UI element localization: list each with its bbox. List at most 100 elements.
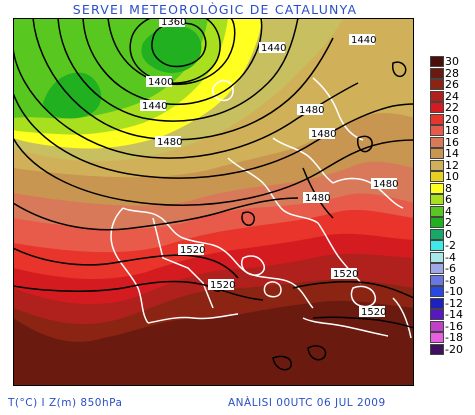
legend-label: 30 <box>445 55 459 68</box>
legend-entry: -2 <box>430 239 474 252</box>
map-frame <box>13 18 414 386</box>
legend-swatch <box>430 274 444 286</box>
legend-label: 10 <box>445 170 459 183</box>
svg-text:1440: 1440 <box>351 35 376 46</box>
contour-label-1520-b: 1520 <box>208 279 235 291</box>
legend-entry: -20 <box>430 343 474 356</box>
legend-swatch <box>430 102 444 113</box>
svg-text:1360: 1360 <box>161 18 186 28</box>
legend-label: 8 <box>445 181 452 195</box>
legend-label: -16 <box>445 319 463 333</box>
legend-swatch <box>430 263 444 274</box>
legend-entry: 28 <box>430 66 474 80</box>
legend-label: 28 <box>445 66 459 80</box>
legend-swatch <box>430 309 444 320</box>
legend-swatch <box>430 228 444 240</box>
legend-entry: -10 <box>430 285 474 298</box>
svg-text:1520: 1520 <box>333 269 358 280</box>
legend-entry: 18 <box>430 124 474 137</box>
page-title: SERVEI METEOROLÒGIC DE CATALUNYA <box>72 2 358 17</box>
legend-label: 0 <box>445 227 452 241</box>
legend-swatch <box>430 297 444 309</box>
svg-text:1480: 1480 <box>311 129 336 140</box>
svg-text:1440: 1440 <box>261 43 286 54</box>
temperature-geopotential-map: 1360 1400 1440 1440 1440 1480 1480 1480 … <box>13 18 414 386</box>
legend-entry: 24 <box>430 89 474 103</box>
legend-swatch <box>430 205 444 217</box>
contour-label-1480-c: 1480 <box>309 128 336 140</box>
legend-entry: 6 <box>430 193 474 206</box>
legend-label: -4 <box>445 250 456 264</box>
legend-entry: -6 <box>430 262 474 275</box>
legend-label: 16 <box>445 135 459 149</box>
legend-swatch <box>430 90 444 102</box>
legend-swatch <box>430 79 444 90</box>
legend-entry: -14 <box>430 308 474 321</box>
legend-label: 26 <box>445 78 459 91</box>
legend-label: 6 <box>445 193 452 206</box>
temp-band-2b <box>141 26 202 73</box>
legend-entry: -12 <box>430 296 474 310</box>
legend-label: 20 <box>445 112 459 126</box>
legend-swatch <box>430 136 444 148</box>
legend-swatch <box>430 56 444 67</box>
contour-label-1480-a: 1480 <box>155 136 182 148</box>
legend-entry: 12 <box>430 158 474 172</box>
legend-swatch <box>430 240 444 251</box>
svg-text:1440: 1440 <box>142 101 167 112</box>
legend-entry: 20 <box>430 112 474 126</box>
legend-entry: 22 <box>430 101 474 114</box>
contour-label-1440-c: 1440 <box>349 34 376 46</box>
legend-swatch <box>430 217 444 228</box>
legend-entry: -16 <box>430 319 474 333</box>
svg-text:1400: 1400 <box>148 77 173 88</box>
contour-label-1440-a: 1440 <box>140 100 167 112</box>
legend-label: 14 <box>445 147 459 160</box>
legend-swatch <box>430 67 444 79</box>
legend-label: -10 <box>445 285 463 298</box>
contour-label-1480-d: 1480 <box>303 192 330 204</box>
svg-text:1480: 1480 <box>157 137 182 148</box>
legend-swatch <box>430 159 444 171</box>
legend-label: 24 <box>445 89 459 103</box>
legend-entry: 0 <box>430 227 474 241</box>
legend-swatch <box>430 113 444 125</box>
legend-entry: 2 <box>430 216 474 229</box>
legend-entry: 4 <box>430 205 474 218</box>
svg-text:1480: 1480 <box>305 193 330 204</box>
legend-entry: 14 <box>430 147 474 160</box>
legend-swatch <box>430 332 444 343</box>
contour-label-1360: 1360 <box>159 18 186 28</box>
legend-entry: 10 <box>430 170 474 183</box>
contour-label-1520-c: 1520 <box>331 268 358 280</box>
legend-entry: 30 <box>430 55 474 68</box>
legend-swatch <box>430 251 444 263</box>
legend-label: 12 <box>445 158 459 172</box>
legend-label: -14 <box>445 308 463 321</box>
legend-swatch <box>430 125 444 136</box>
legend-entry: -4 <box>430 250 474 264</box>
temperature-legend: 30 28 26 24 22 20 18 16 14 12 10 8 6 4 2 0 -2 -4 -6 -8 -10 -1… <box>430 55 474 356</box>
contour-label-1480-e: 1480 <box>371 178 398 190</box>
footer-analysis-time: ANÀLISI 00UTC 06 JUL 2009 <box>228 397 386 409</box>
legend-label: 2 <box>445 216 452 229</box>
legend-entry: 8 <box>430 181 474 195</box>
legend-label: -6 <box>445 262 456 275</box>
contour-label-1400: 1400 <box>146 76 173 88</box>
svg-text:1480: 1480 <box>299 105 324 116</box>
legend-label: -18 <box>445 331 463 344</box>
legend-entry: 26 <box>430 78 474 91</box>
legend-label: -2 <box>445 239 456 252</box>
legend-label: -8 <box>445 273 456 287</box>
legend-label: 18 <box>445 124 459 137</box>
legend-swatch <box>430 343 444 355</box>
legend-swatch <box>430 148 444 159</box>
legend-label: -12 <box>445 296 463 310</box>
svg-text:1520: 1520 <box>180 245 205 256</box>
contour-label-1440-b: 1440 <box>259 42 286 54</box>
footer-variables: T(°C) I Z(m) 850hPa <box>8 397 123 409</box>
contour-label-1520-d: 1520 <box>359 306 386 318</box>
contour-label-1480-b: 1480 <box>297 104 324 116</box>
legend-entry: 16 <box>430 135 474 149</box>
svg-text:1520: 1520 <box>361 307 386 318</box>
